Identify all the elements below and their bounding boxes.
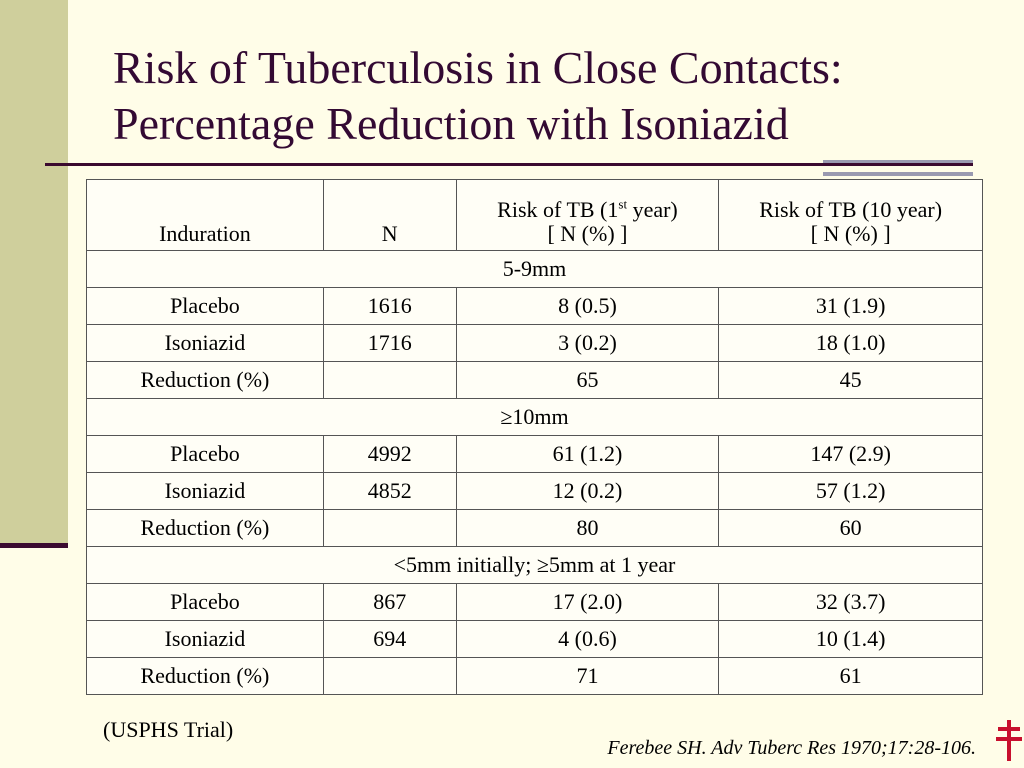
cell-risk-1: 8 (0.5) <box>455 287 720 325</box>
table-row: Isoniazid 1716 3 (0.2) 18 (1.0) <box>86 324 983 362</box>
cell-risk-10: 45 <box>718 361 983 399</box>
double-barred-cross-icon <box>996 720 1022 761</box>
cell-n <box>322 509 457 547</box>
title-rule-accent-top <box>823 160 973 163</box>
title-rule-accent-bottom <box>823 172 973 176</box>
row-label: Isoniazid <box>86 324 324 362</box>
cell-n: 1716 <box>322 324 457 362</box>
row-label: Isoniazid <box>86 472 324 510</box>
group-row: ≥10mm <box>86 398 983 436</box>
cell-risk-10: 61 <box>718 657 983 695</box>
cell-risk-1: 71 <box>455 657 720 695</box>
header-risk-1-year: Risk of TB (1st year) [ N (%) ] <box>455 179 720 251</box>
cell-risk-1: 17 (2.0) <box>455 583 720 621</box>
side-accent-line <box>0 543 68 548</box>
group-label: <5mm initially; ≥5mm at 1 year <box>86 546 983 584</box>
cell-risk-10: 32 (3.7) <box>718 583 983 621</box>
title-line-1: Risk of Tuberculosis in Close Contacts: <box>113 42 843 93</box>
header-risk-10-text: Risk of TB (10 year) <box>759 197 943 222</box>
cell-n: 4852 <box>322 472 457 510</box>
table-row: Isoniazid 694 4 (0.6) 10 (1.4) <box>86 620 983 658</box>
header-risk-1-sub: [ N (%) ] <box>547 221 628 246</box>
header-risk-1-text: Risk of TB (1 <box>497 197 619 222</box>
row-label: Isoniazid <box>86 620 324 658</box>
row-label: Reduction (%) <box>86 509 324 547</box>
cell-n: 867 <box>322 583 457 621</box>
cell-n: 4992 <box>322 435 457 473</box>
row-label: Reduction (%) <box>86 657 324 695</box>
cell-risk-10: 10 (1.4) <box>718 620 983 658</box>
table-row: Reduction (%) 71 61 <box>86 657 983 695</box>
row-label: Placebo <box>86 287 324 325</box>
cell-risk-1: 4 (0.6) <box>455 620 720 658</box>
header-risk-10-sub: [ N (%) ] <box>810 221 891 246</box>
header-risk-1-sup: st <box>618 196 628 212</box>
side-accent-bar <box>0 0 68 543</box>
group-label: 5-9mm <box>86 250 983 288</box>
citation: Ferebee SH. Adv Tuberc Res 1970;17:28-10… <box>607 737 976 759</box>
trial-note: (USPHS Trial) <box>103 717 234 742</box>
cell-risk-10: 60 <box>718 509 983 547</box>
cell-n: 694 <box>322 620 457 658</box>
cell-risk-1: 12 (0.2) <box>455 472 720 510</box>
cell-n <box>322 657 457 695</box>
cell-risk-1: 65 <box>455 361 720 399</box>
header-risk-10-year: Risk of TB (10 year) [ N (%) ] <box>718 179 983 251</box>
table-header-row: Induration N Risk of TB (1st year) [ N (… <box>86 179 983 251</box>
table-row: Placebo 867 17 (2.0) 32 (3.7) <box>86 583 983 621</box>
title-underline <box>45 163 973 166</box>
group-label: ≥10mm <box>86 398 983 436</box>
table-row: Reduction (%) 65 45 <box>86 361 983 399</box>
cell-risk-1: 80 <box>455 509 720 547</box>
table-row: Reduction (%) 80 60 <box>86 509 983 547</box>
table-row: Isoniazid 4852 12 (0.2) 57 (1.2) <box>86 472 983 510</box>
header-induration: Induration <box>86 179 324 251</box>
header-n: N <box>322 179 457 251</box>
cell-risk-10: 57 (1.2) <box>718 472 983 510</box>
cell-n: 1616 <box>322 287 457 325</box>
table-row: Placebo 1616 8 (0.5) 31 (1.9) <box>86 287 983 325</box>
table-row: Placebo 4992 61 (1.2) 147 (2.9) <box>86 435 983 473</box>
cell-risk-10: 147 (2.9) <box>718 435 983 473</box>
cell-risk-10: 31 (1.9) <box>718 287 983 325</box>
title-line-2: Percentage Reduction with Isoniazid <box>113 98 789 149</box>
group-row: 5-9mm <box>86 250 983 288</box>
group-row: <5mm initially; ≥5mm at 1 year <box>86 546 983 584</box>
slide-title: Risk of Tuberculosis in Close Contacts: … <box>113 40 843 152</box>
cell-risk-10: 18 (1.0) <box>718 324 983 362</box>
cell-risk-1: 61 (1.2) <box>455 435 720 473</box>
header-risk-1-post: year) <box>627 197 678 222</box>
cell-risk-1: 3 (0.2) <box>455 324 720 362</box>
tb-risk-table: Induration N Risk of TB (1st year) [ N (… <box>86 179 983 695</box>
row-label: Reduction (%) <box>86 361 324 399</box>
row-label: Placebo <box>86 435 324 473</box>
cell-n <box>322 361 457 399</box>
row-label: Placebo <box>86 583 324 621</box>
